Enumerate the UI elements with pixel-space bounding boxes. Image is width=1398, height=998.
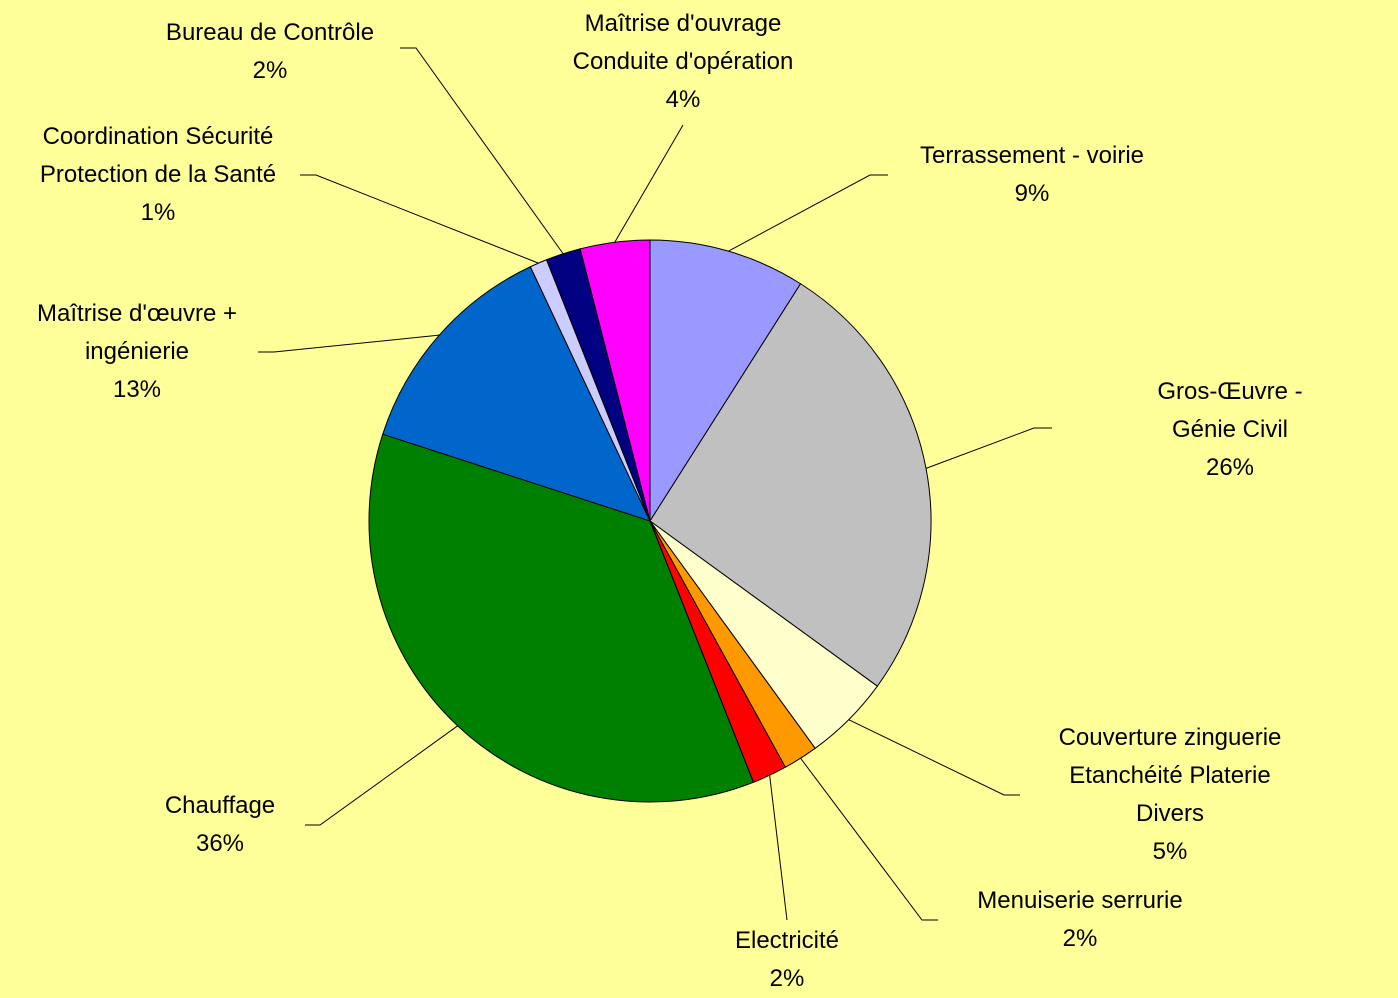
slice-percent: 9% [1014,180,1050,207]
slice-label: Gros-Œuvre - Génie Civil 26% [1146,373,1314,487]
slice-name: Menuiserie serrurie [977,887,1183,914]
slice-label: Couverture zinguerie Etanchéité Platerie… [1059,719,1282,871]
slice-label: Electricité 2% [735,922,839,998]
slice-label: Maîtrise d'œuvre + ingénierie 13% [37,295,237,409]
slice-label: Maîtrise d'ouvrage Conduite d'opération 4… [573,5,794,119]
leader-line [728,174,888,252]
slice-percent: 2% [769,965,805,992]
leader-line [848,719,1020,796]
slice-percent: 2% [1062,925,1098,952]
leader-line [800,757,938,921]
slice-label: Terrassement - voirie 9% [920,137,1144,213]
slice-name: Gros-Œuvre - Génie Civil [1157,378,1303,443]
slice-percent: 5% [1152,838,1188,865]
leader-line [769,775,788,921]
pie-slice [382,266,651,522]
leader-line [614,124,684,243]
pie-slice [649,283,932,687]
leader-line [305,725,458,826]
slice-percent: 36% [195,830,245,857]
slice-percent: 26% [1205,454,1255,481]
slice-label: Chauffage 36% [165,787,275,863]
slice-label: Bureau de Contrôle 2% [166,14,374,90]
slice-label: Coordination Sécurité Protection de la S… [40,118,276,232]
slice-name: Coordination Sécurité Protection de la S… [39,123,277,188]
leader-line [925,427,1052,469]
slice-name: Maîtrise d'œuvre + ingénierie [37,300,237,365]
pie-slice [649,239,802,523]
slice-percent: 13% [112,376,162,403]
slice-percent: 1% [140,199,176,226]
leader-line [400,47,564,255]
slice-name: Couverture zinguerie Etanchéité Platerie… [1058,724,1282,827]
slice-percent: 4% [665,86,701,113]
slice-name: Maîtrise d'ouvrage Conduite d'opération [572,10,794,75]
slice-name: Terrassement - voirie [919,142,1145,169]
slice-percent: 2% [252,57,288,84]
leader-line [300,174,539,264]
leader-line [258,334,440,353]
slice-label: Menuiserie serrurie 2% [977,882,1182,958]
slice-name: Bureau de Contrôle [165,19,375,46]
slice-name: Electricité [734,927,840,954]
slice-name: Chauffage [164,792,276,819]
